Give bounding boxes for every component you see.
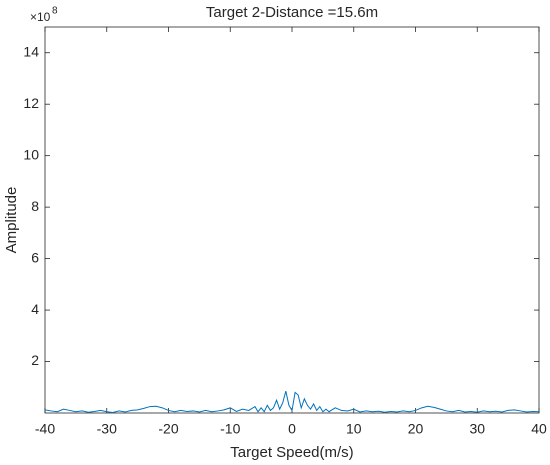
- x-tick-label: -30: [97, 421, 117, 437]
- y-multiplier-exp: 8: [52, 6, 58, 17]
- x-tick-label: 0: [288, 421, 296, 437]
- x-tick-label: 10: [346, 421, 362, 437]
- chart-title: Target 2-Distance =15.6m: [206, 4, 378, 21]
- y-multiplier: ×10: [30, 10, 51, 24]
- x-tick-label: -10: [220, 421, 240, 437]
- y-tick-label: 10: [23, 146, 39, 162]
- x-tick-label: 20: [408, 421, 424, 437]
- y-tick-label: 8: [31, 198, 39, 214]
- y-tick-label: 14: [23, 43, 39, 59]
- y-tick-label: 4: [31, 301, 39, 317]
- x-tick-label: 30: [469, 421, 485, 437]
- x-tick-label: -40: [35, 421, 55, 437]
- y-tick-label: 12: [23, 95, 39, 111]
- x-axis-label: Target Speed(m/s): [230, 444, 353, 461]
- y-tick-label: 2: [31, 352, 39, 368]
- y-tick-label: 6: [31, 249, 39, 265]
- y-axis-label: Amplitude: [3, 187, 20, 254]
- x-tick-label: -20: [158, 421, 178, 437]
- line-series: [44, 391, 540, 413]
- x-tick-label: 40: [531, 421, 547, 437]
